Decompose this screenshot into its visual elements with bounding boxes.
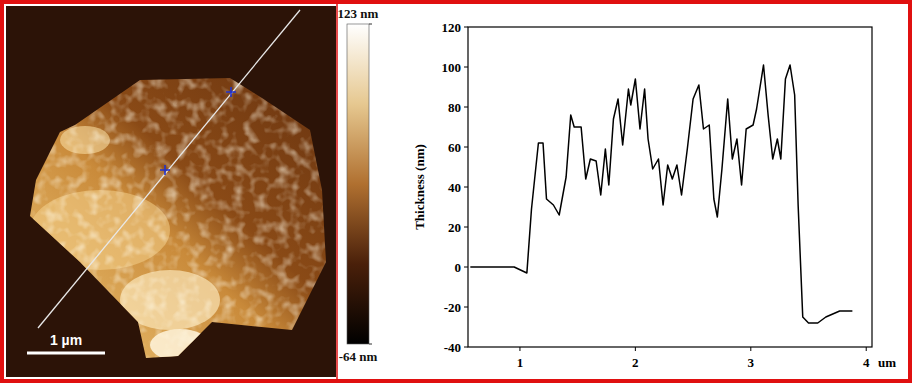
- y-tick: [464, 27, 468, 28]
- y-tick-label: -40: [444, 340, 461, 355]
- x-tick-label: 2: [632, 355, 639, 370]
- x-tick: [750, 347, 751, 351]
- figure: 1 µm -64 nm 123 nm -40 -20 0 20 40 60 80 100 120 1 2 3…: [0, 0, 912, 383]
- x-axis-title: um: [878, 355, 896, 370]
- afm-background: [6, 6, 336, 377]
- y-tick-label: 100: [442, 60, 462, 75]
- scale-bar: [27, 352, 105, 355]
- color-bar-tick: [369, 344, 372, 345]
- y-tick: [464, 147, 468, 148]
- y-tick: [464, 267, 468, 268]
- y-tick: [464, 67, 468, 68]
- y-tick: [464, 347, 468, 348]
- x-tick: [635, 347, 636, 351]
- profile-line: [38, 10, 300, 328]
- cursor: [160, 165, 170, 175]
- y-tick-label: 60: [448, 140, 461, 155]
- y-axis-title: Thickness (nm): [412, 144, 427, 230]
- color-bar-tick: [369, 24, 372, 25]
- y-tick-label: 40: [448, 180, 461, 195]
- plot-data: [470, 65, 852, 323]
- x-tick-label: 3: [748, 355, 755, 370]
- y-tick: [464, 187, 468, 188]
- cursor: [226, 87, 236, 97]
- afm-texture: [30, 78, 326, 358]
- y-tick-label: 120: [442, 20, 462, 35]
- x-tick: [519, 347, 520, 351]
- profile-curve: [470, 65, 852, 323]
- y-tick: [464, 227, 468, 228]
- y-tick-label: 0: [455, 260, 462, 275]
- plot-frame: [468, 27, 872, 347]
- y-tick: [464, 107, 468, 108]
- figure-border: [2, 2, 910, 381]
- y-tick-label: -20: [444, 300, 461, 315]
- y-tick-label: 20: [448, 220, 461, 235]
- color-bar: [347, 24, 369, 344]
- color-bar-label: -64 nm: [339, 349, 378, 364]
- afm-flake: [30, 78, 326, 358]
- color-bar-label: 123 nm: [338, 6, 379, 21]
- scale-bar-label: 1 µm: [50, 332, 82, 348]
- y-tick: [464, 307, 468, 308]
- x-tick-label: 1: [517, 355, 524, 370]
- y-tick-label: 80: [448, 100, 461, 115]
- x-tick: [866, 347, 867, 351]
- afm-image: [6, 6, 336, 377]
- x-tick-label: 4: [863, 355, 870, 370]
- panel-divider: [336, 4, 338, 379]
